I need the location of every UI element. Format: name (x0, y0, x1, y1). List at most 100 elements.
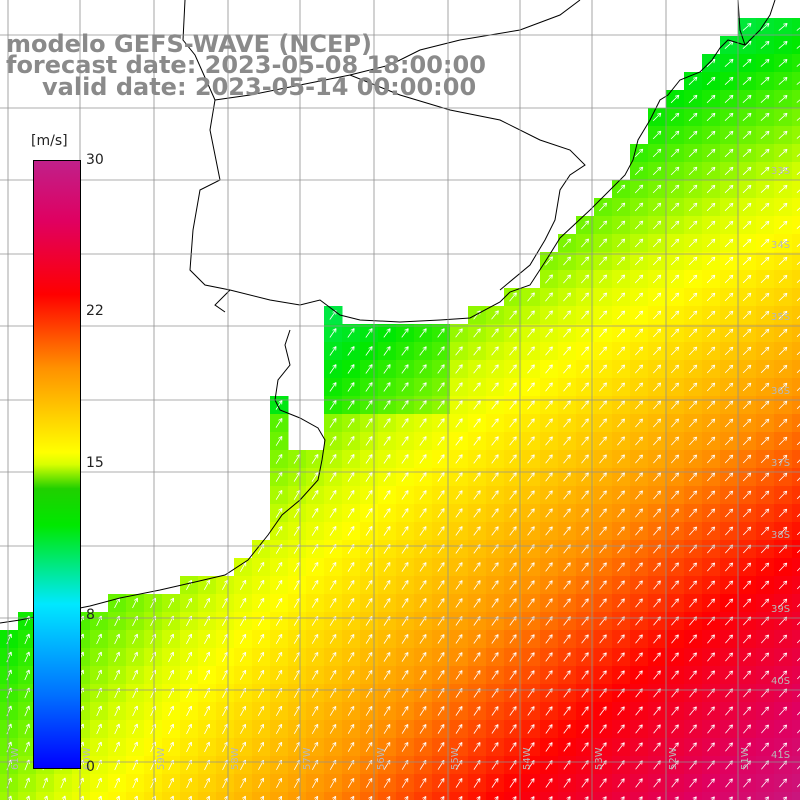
wind-arrow (257, 669, 265, 680)
wind-arrow (347, 562, 355, 572)
longitude-label: 56W (376, 747, 387, 770)
wind-arrow (455, 436, 463, 446)
wind-arrow (797, 693, 800, 698)
wind-arrow (509, 634, 517, 644)
wind-cell (792, 468, 800, 487)
wind-arrow (545, 706, 553, 716)
wind-arrow (725, 742, 733, 752)
wind-arrow (671, 706, 679, 716)
wind-arrow (491, 778, 499, 788)
wind-arrow (347, 346, 355, 356)
wind-arrow (599, 400, 607, 410)
wind-arrow (347, 598, 355, 608)
wind-arrow (545, 328, 553, 338)
wind-arrow (634, 202, 644, 212)
wind-arrow (778, 598, 788, 608)
wind-arrow (796, 369, 800, 374)
wind-cell (18, 792, 37, 800)
wind-cell (792, 774, 800, 793)
wind-cell (792, 630, 800, 649)
wind-arrow (688, 292, 698, 302)
wind-arrow (419, 670, 427, 680)
wind-arrow (545, 742, 553, 752)
wind-arrow (545, 778, 553, 788)
wind-arrow (329, 651, 337, 662)
wind-arrow (365, 634, 373, 644)
wind-arrow (760, 472, 770, 482)
wind-field (0, 18, 800, 800)
wind-cell (486, 792, 505, 800)
wind-arrow (761, 598, 770, 608)
wind-arrow (706, 220, 716, 230)
wind-arrow (437, 598, 445, 608)
wind-arrow (563, 310, 571, 320)
wind-arrow (635, 436, 643, 446)
wind-cell (270, 792, 289, 800)
wind-arrow (545, 292, 553, 302)
wind-arrow (688, 328, 698, 338)
wind-arrow (365, 580, 373, 590)
wind-arrow (257, 633, 265, 644)
wind-arrow (275, 705, 283, 716)
wind-arrow (24, 741, 30, 753)
wind-arrow (239, 651, 247, 662)
wind-arrow (383, 418, 391, 428)
wind-arrow (491, 706, 499, 716)
wind-arrow (311, 651, 319, 662)
wind-arrow (742, 382, 752, 392)
wind-arrow (761, 634, 770, 644)
wind-arrow (527, 598, 535, 608)
wind-arrow (635, 580, 643, 590)
wind-arrow (617, 472, 625, 482)
wind-arrow (724, 184, 734, 194)
wind-arrow (329, 777, 337, 788)
wind-arrow (473, 562, 481, 572)
wind-arrow (796, 495, 800, 500)
wind-arrow (527, 472, 535, 482)
wind-arrow (743, 742, 751, 752)
wind-arrow (634, 256, 644, 266)
wind-arrow (671, 742, 679, 752)
wind-arrow (401, 580, 409, 590)
wind-arrow (635, 310, 644, 320)
wind-cell (792, 360, 800, 379)
wind-arrow (652, 292, 662, 302)
wind-arrow (742, 220, 752, 230)
wind-arrow (778, 112, 788, 121)
wind-arrow (778, 95, 788, 103)
wind-arrow (706, 310, 716, 320)
wind-arrow (634, 184, 644, 194)
wind-arrow (455, 778, 463, 788)
wind-arrow (329, 526, 337, 536)
wind-cell (792, 36, 800, 55)
wind-arrow (545, 418, 553, 428)
wind-cell (792, 432, 800, 451)
wind-arrow (689, 778, 697, 788)
wind-arrow (527, 670, 535, 680)
wind-cell (90, 792, 109, 800)
wind-arrow (724, 400, 734, 410)
wind-cell (108, 792, 127, 800)
wind-arrow (473, 526, 481, 536)
wind-arrow (527, 580, 535, 590)
wind-arrow (670, 112, 680, 122)
wind-arrow (347, 723, 355, 734)
wind-arrow (329, 454, 337, 464)
wind-cell (792, 666, 800, 685)
wind-cell (792, 252, 800, 271)
wind-arrow (634, 220, 644, 230)
wind-arrow (365, 346, 373, 356)
wind-cell (792, 54, 800, 73)
wind-arrow (653, 526, 661, 536)
latitude-label: 36S (771, 386, 791, 397)
wind-arrow (761, 742, 769, 752)
wind-arrow (365, 490, 373, 500)
wind-arrow (688, 112, 698, 122)
wind-arrow (742, 23, 752, 31)
wind-arrow (311, 705, 319, 717)
wind-arrow (742, 76, 752, 85)
wind-arrow (653, 670, 661, 680)
wind-cell (792, 792, 800, 800)
wind-arrow (383, 777, 391, 788)
wind-arrow (670, 292, 680, 302)
